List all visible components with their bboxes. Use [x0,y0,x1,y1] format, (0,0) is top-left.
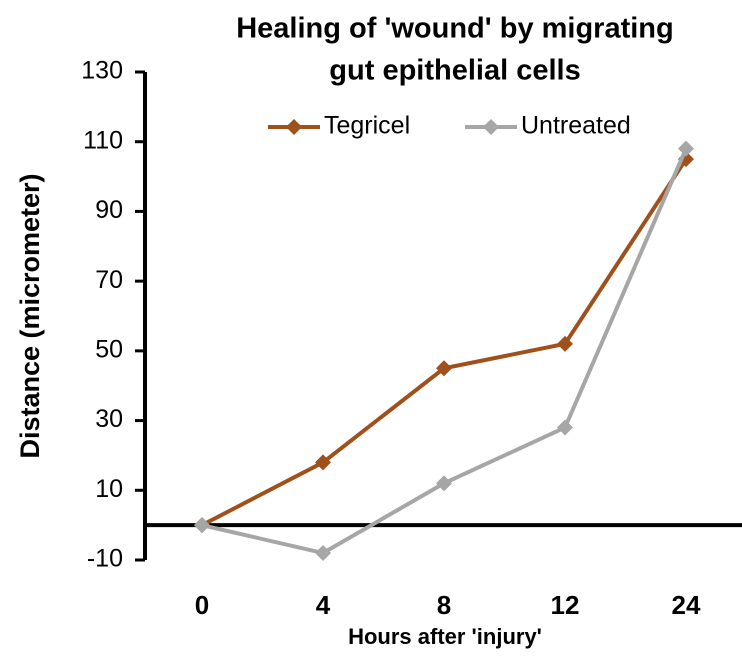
marker [436,360,452,377]
marker [315,545,331,562]
legend-marker [286,119,302,135]
marker [436,475,452,492]
y-tick-label: 10 [95,475,123,503]
x-tick-label: 8 [437,590,451,620]
marker [557,419,573,436]
chart-title: Healing of 'wound' by migrating [236,13,674,45]
y-axis-label: Distance (micrometer) [15,173,45,458]
x-tick-label: 0 [195,590,209,620]
y-tick-label: 30 [95,405,123,433]
x-axis-label: Hours after 'injury' [348,624,542,649]
legend-marker [483,119,499,135]
y-tick-label: 70 [95,266,123,294]
x-tick-label: 24 [672,590,701,620]
legend-label: Tegricel [324,112,410,140]
y-tick-label: 90 [95,196,123,224]
marker [557,335,573,352]
marker [678,140,694,157]
y-tick-label: 130 [81,57,123,85]
marker [194,517,210,534]
legend-label: Untreated [521,112,631,140]
series-line [201,158,688,527]
chart-title: gut epithelial cells [329,55,580,87]
x-tick-label: 12 [551,590,580,620]
series-line [201,147,688,556]
y-tick-label: 110 [83,126,123,154]
x-tick-label: 4 [316,590,331,620]
y-tick-label: 50 [95,335,123,363]
marker [315,454,331,471]
y-tick-label: -10 [87,545,123,573]
